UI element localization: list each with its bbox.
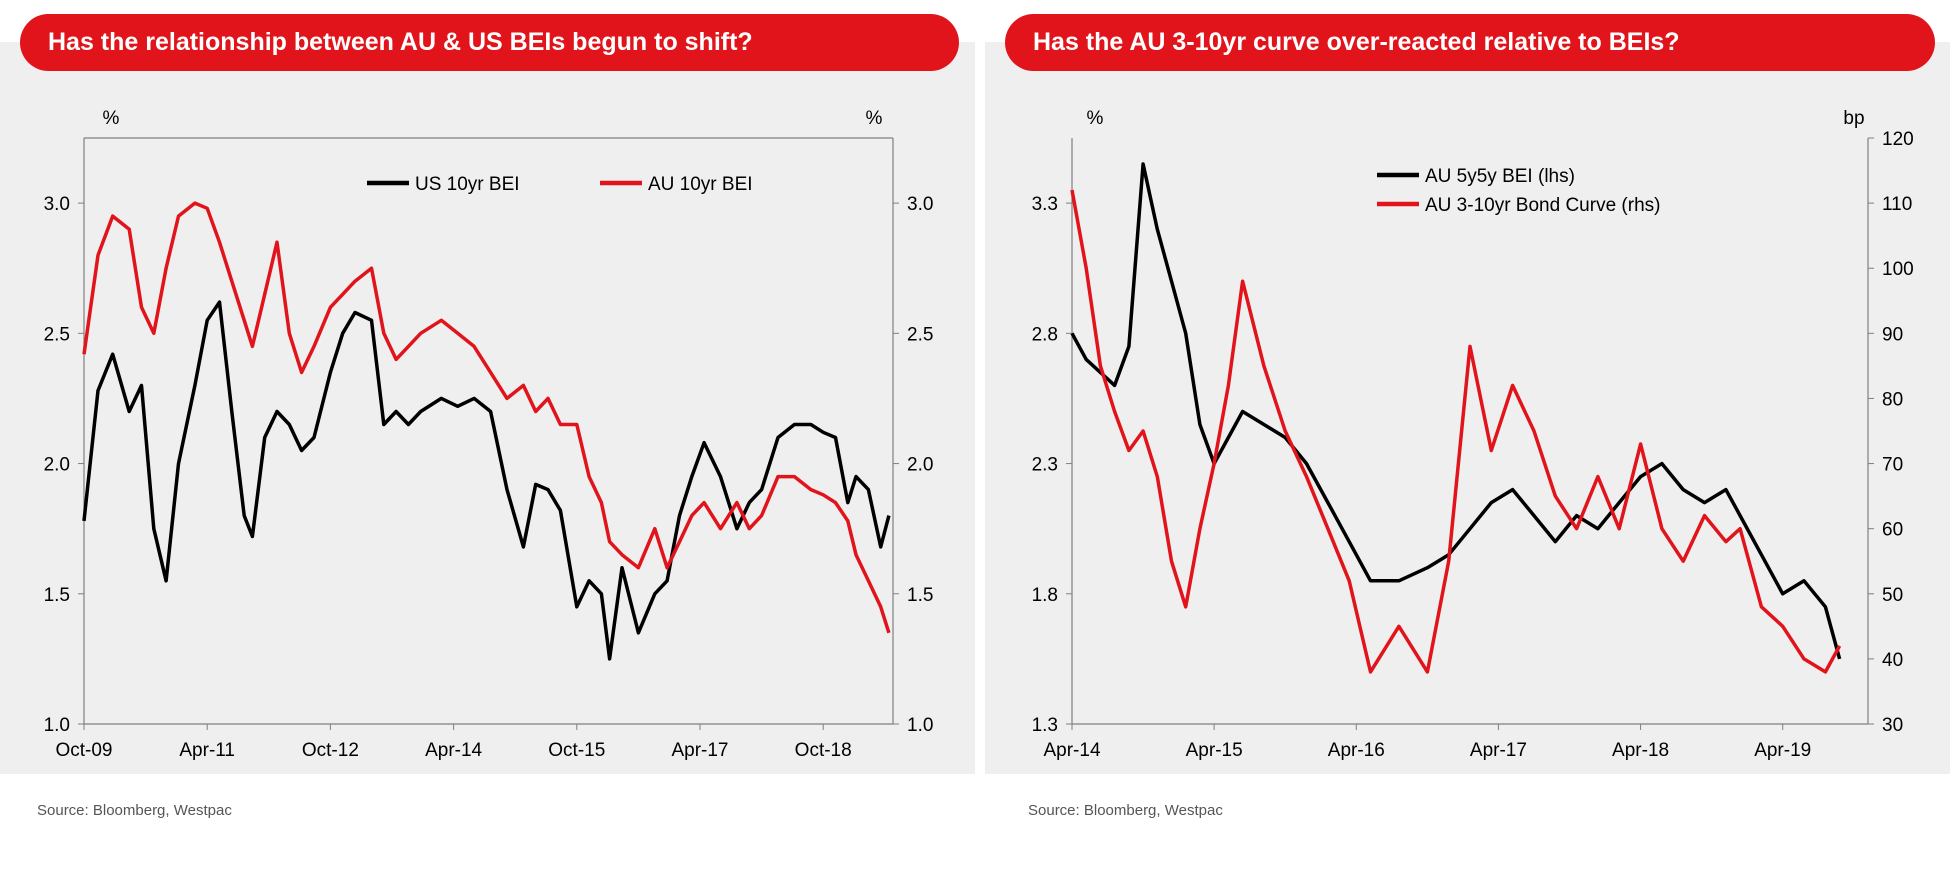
x-tick-label: Apr-11 — [179, 740, 235, 761]
y-tick-label-left: 1.3 — [1032, 715, 1058, 736]
x-tick-label: Apr-16 — [1328, 740, 1385, 761]
y-tick-label-right: 70 — [1882, 455, 1903, 476]
series-line — [82, 201, 891, 634]
series-line — [1070, 162, 1842, 660]
x-tick-label: Apr-17 — [671, 740, 728, 761]
y-axis-unit-right: % — [866, 108, 883, 129]
y-tick-label-left: 1.5 — [44, 585, 70, 606]
legend-label: AU 10yr BEI — [648, 174, 753, 195]
y-axis-unit-left: % — [1087, 108, 1104, 129]
y-tick-label-right: 1.0 — [907, 715, 933, 736]
chart-panel-right: Has the AU 3-10yr curve over-reacted rel… — [985, 0, 1950, 883]
y-tick-label-right: 120 — [1882, 129, 1914, 150]
y-tick-label-right: 40 — [1882, 650, 1903, 671]
legend-label: AU 5y5y BEI (lhs) — [1425, 166, 1575, 187]
y-axis-unit-right: bp — [1843, 108, 1864, 129]
y-tick-label-right: 100 — [1882, 259, 1914, 280]
y-tick-label-right: 90 — [1882, 324, 1903, 345]
y-tick-label-right: 110 — [1882, 194, 1912, 215]
x-tick-label: Apr-18 — [1612, 740, 1669, 761]
chart-panel-left: Has the relationship between AU & US BEI… — [0, 14, 975, 819]
chart-title-pill: Has the relationship between AU & US BEI… — [20, 14, 959, 71]
chart-title: Has the AU 3-10yr curve over-reacted rel… — [1033, 28, 1680, 56]
y-tick-label-right: 2.5 — [907, 324, 933, 345]
x-tick-label: Apr-19 — [1754, 740, 1811, 761]
y-tick-label-left: 2.8 — [1032, 324, 1058, 345]
x-tick-label: Apr-14 — [425, 740, 482, 761]
x-tick-label: Oct-12 — [302, 740, 359, 761]
y-tick-label-left: 1.8 — [1032, 585, 1058, 606]
y-tick-label-left: 1.0 — [44, 715, 70, 736]
legend-label: AU 3-10yr Bond Curve (rhs) — [1425, 195, 1660, 216]
chart-title: Has the relationship between AU & US BEI… — [48, 28, 753, 56]
y-axis-unit-left: % — [103, 108, 120, 129]
y-tick-label-right: 1.5 — [907, 585, 933, 606]
chart-svg: 1.0 1.5 2.0 2.5 3.0 1.0 1.5 2.0 2.5 3.0 Oct-09 Apr-… — [44, 108, 934, 761]
source-note: Source: Bloomberg, Westpac — [37, 802, 232, 819]
y-tick-label-left: 2.3 — [1032, 455, 1058, 476]
chart-svg: 1.3 1.8 2.3 2.8 3.3 30 40 50 60 70 80 90 100 110 120 Ap… — [1032, 108, 1914, 761]
y-tick-label-right: 3.0 — [907, 194, 933, 215]
series-line — [82, 300, 891, 661]
y-tick-label-right: 60 — [1882, 520, 1903, 541]
x-tick-label: Apr-14 — [1043, 740, 1100, 761]
y-tick-label-left: 2.5 — [44, 324, 70, 345]
x-tick-label: Apr-17 — [1470, 740, 1527, 761]
y-tick-label-left: 3.0 — [44, 194, 70, 215]
series-line — [1070, 189, 1842, 674]
x-tick-label: Oct-15 — [548, 740, 605, 761]
y-tick-label-right: 50 — [1882, 585, 1903, 606]
y-tick-label-left: 3.3 — [1032, 194, 1058, 215]
y-tick-label-right: 80 — [1882, 389, 1903, 410]
y-tick-label-right: 2.0 — [907, 455, 933, 476]
chart-title-pill: Has the AU 3-10yr curve over-reacted rel… — [1005, 14, 1935, 71]
y-tick-label-left: 2.0 — [44, 455, 70, 476]
y-tick-label-right: 30 — [1882, 715, 1903, 736]
legend-label: US 10yr BEI — [415, 174, 520, 195]
x-tick-label: Apr-15 — [1186, 740, 1243, 761]
x-tick-label: Oct-18 — [795, 740, 852, 761]
source-note: Source: Bloomberg, Westpac — [1028, 802, 1223, 819]
x-tick-label: Oct-09 — [55, 740, 112, 761]
